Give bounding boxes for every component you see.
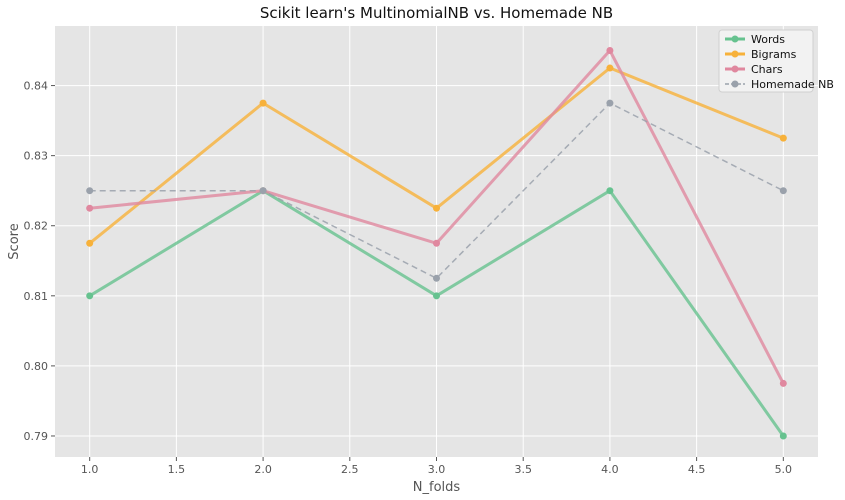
x-axis-label: N_folds — [413, 480, 461, 495]
legend-item-bigrams: Bigrams — [725, 48, 797, 61]
legend-item-homemade-nb: Homemade NB — [725, 78, 834, 91]
legend-marker — [731, 65, 739, 73]
data-point-chars — [779, 379, 787, 387]
legend-label: Chars — [751, 63, 783, 76]
x-tick-label: 4.0 — [601, 463, 619, 476]
legend-label: Homemade NB — [751, 78, 834, 91]
data-point-words — [606, 187, 614, 195]
series-bigrams — [86, 64, 787, 247]
series-layer — [86, 47, 787, 440]
x-tick-label: 1.5 — [168, 463, 186, 476]
x-tick-label: 2.0 — [254, 463, 272, 476]
data-point-bigrams — [606, 64, 614, 72]
series-homemade-nb — [86, 99, 787, 282]
data-point-words — [86, 292, 94, 300]
legend-box — [718, 29, 814, 93]
y-tick-label: 0.84 — [24, 80, 49, 93]
y-tick-label: 0.79 — [24, 430, 49, 443]
legend-marker — [731, 50, 739, 58]
data-point-homemade-nb — [779, 187, 787, 195]
data-point-homemade-nb — [606, 99, 614, 107]
series-line-homemade-nb — [89, 102, 784, 280]
x-tick-label: 2.5 — [341, 463, 359, 476]
data-point-homemade-nb — [86, 187, 94, 195]
data-point-bigrams — [779, 134, 787, 142]
data-point-bigrams — [86, 239, 94, 247]
x-tick-label: 3.0 — [428, 463, 446, 476]
series-chars — [86, 47, 787, 387]
legend-marker — [731, 80, 739, 88]
data-point-chars — [433, 239, 440, 247]
x-tick-label: 3.5 — [514, 463, 532, 476]
legend-label: Words — [751, 33, 785, 46]
data-point-homemade-nb — [433, 274, 440, 282]
y-tick-label: 0.83 — [24, 150, 49, 163]
legend-item-words: Words — [725, 33, 785, 46]
y-tick-label: 0.82 — [24, 220, 49, 233]
data-point-homemade-nb — [259, 187, 267, 195]
y-tick-label: 0.81 — [24, 290, 49, 303]
legend-label: Bigrams — [751, 48, 797, 61]
x-tick-label: 4.5 — [688, 463, 706, 476]
legend: Words Bigrams Chars Homemade NB — [718, 29, 834, 93]
data-point-words — [433, 292, 440, 300]
y-axis-label: Score — [7, 223, 22, 259]
chart-title: Scikit learn's MultinomialNB vs. Homemad… — [260, 4, 613, 22]
x-tick-label: 5.0 — [775, 463, 793, 476]
data-point-bigrams — [433, 204, 440, 212]
data-point-bigrams — [259, 99, 267, 107]
y-tick-label: 0.80 — [24, 360, 49, 373]
data-point-words — [779, 432, 787, 440]
data-point-chars — [606, 47, 614, 55]
legend-item-chars: Chars — [725, 63, 783, 76]
grid-lines — [55, 26, 818, 457]
data-point-chars — [86, 204, 94, 212]
x-tick-label: 1.0 — [81, 463, 99, 476]
legend-marker — [731, 35, 739, 43]
tick-labels: 1.0 1.5 2.0 2.5 3.0 3.5 4.0 4.5 5.0 0.79 0.80 0.81 0… — [24, 80, 793, 476]
